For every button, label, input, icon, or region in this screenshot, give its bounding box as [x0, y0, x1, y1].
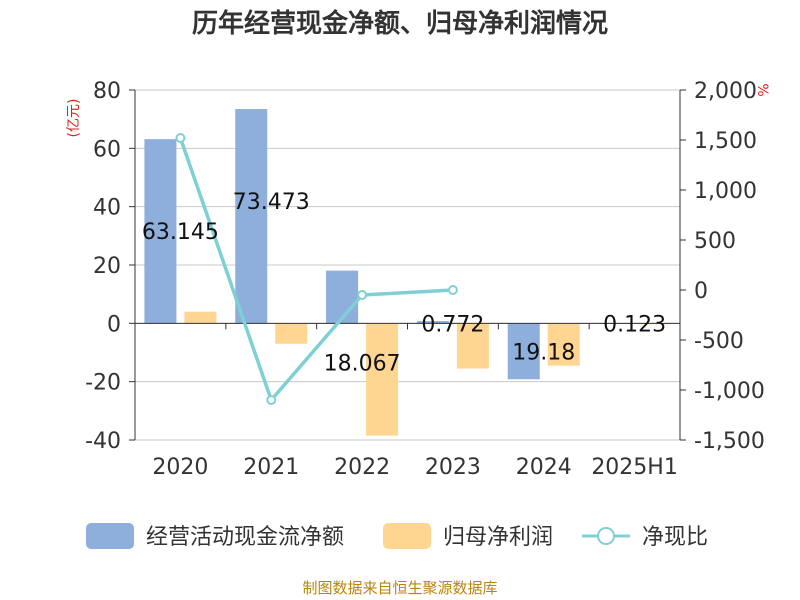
cashflow-bar-2024	[507, 323, 540, 380]
netprofit-bar-2022	[366, 323, 399, 436]
cashflow-data-label: 19.18	[512, 340, 575, 365]
x-tick-label: 2022	[334, 455, 390, 480]
y-left-tick-label: -40	[85, 429, 121, 454]
source-note: 制图数据来自恒生聚源数据库	[302, 579, 497, 597]
ratio-point	[266, 395, 277, 405]
cashflow-data-label: 0.123	[603, 312, 666, 337]
ratio-point	[357, 290, 368, 300]
y-right-tick-label: 1,500	[694, 129, 757, 154]
y-right-tick-label: 1,000	[694, 179, 757, 204]
ratio-polyline	[178, 137, 454, 404]
cashflow-bar-2022	[326, 270, 359, 324]
ratio-point	[175, 133, 186, 143]
y-left-tick-label: 40	[93, 196, 121, 221]
cashflow-bar-2020	[144, 139, 177, 324]
y-right-tick-label: -1,000	[694, 379, 765, 404]
legend: 经营活动现金流净额 归母净利润 净现比	[86, 523, 708, 550]
netprofit-bar-2021	[275, 323, 308, 344]
y-right-tick-label: 500	[694, 229, 736, 254]
data-labels: 63.145 73.473 18.067 0.772 19.18 0.123	[142, 190, 666, 377]
legend-swatch-ratio-marker	[597, 527, 615, 545]
y-left-tick-label: 80	[93, 79, 121, 104]
netprofit-bar-2024	[547, 323, 580, 366]
legend-label-ratio: 净现比	[642, 525, 708, 550]
y-left-tick-label: 0	[107, 312, 121, 337]
x-tick-label: 2021	[243, 455, 299, 480]
netprofit-bar-2020	[184, 311, 217, 324]
x-tick-label: 2020	[152, 455, 208, 480]
y-right-tick-label: -1,500	[694, 429, 765, 454]
y-left-tick-label: -20	[85, 371, 121, 396]
grid	[135, 89, 680, 441]
legend-swatch-netprofit	[383, 523, 431, 549]
cashflow-data-label: 73.473	[233, 190, 310, 215]
y-right-tick-label: -500	[694, 329, 744, 354]
chart-title: 历年经营现金净额、归母净利润情况	[192, 8, 608, 39]
ratio-line	[175, 133, 458, 405]
x-tick-label: 2025H1	[591, 455, 678, 480]
y-axis-right-label: %	[754, 83, 770, 96]
netprofit-bar-2023	[456, 323, 489, 369]
cashflow-bar-2023	[416, 321, 449, 324]
cashflow-data-label: 63.145	[142, 220, 219, 245]
cashflow-bar-2021	[235, 109, 268, 324]
legend-label-netprofit: 归母净利润	[443, 525, 553, 550]
legend-swatch-cashflow	[86, 523, 134, 549]
cashflow-data-label: 18.067	[324, 352, 401, 377]
y-axis-left-label: (亿元)	[66, 99, 82, 138]
ratio-point	[447, 285, 458, 295]
y-left-tick-label: 60	[93, 137, 121, 162]
x-tick-label: 2023	[425, 455, 481, 480]
axes: -40 -20 0 20 40 60 80 -1,500 -1,000 -500 0 500 1,000…	[85, 79, 765, 480]
cashflow-data-label: 0.772	[421, 312, 484, 337]
legend-label-cashflow: 经营活动现金流净额	[146, 525, 344, 550]
y-right-tick-label: 0	[694, 279, 708, 304]
y-right-tick-label: 2,000	[694, 79, 757, 104]
y-left-tick-label: 20	[93, 254, 121, 279]
x-tick-label: 2024	[516, 455, 572, 480]
bars	[144, 109, 671, 436]
